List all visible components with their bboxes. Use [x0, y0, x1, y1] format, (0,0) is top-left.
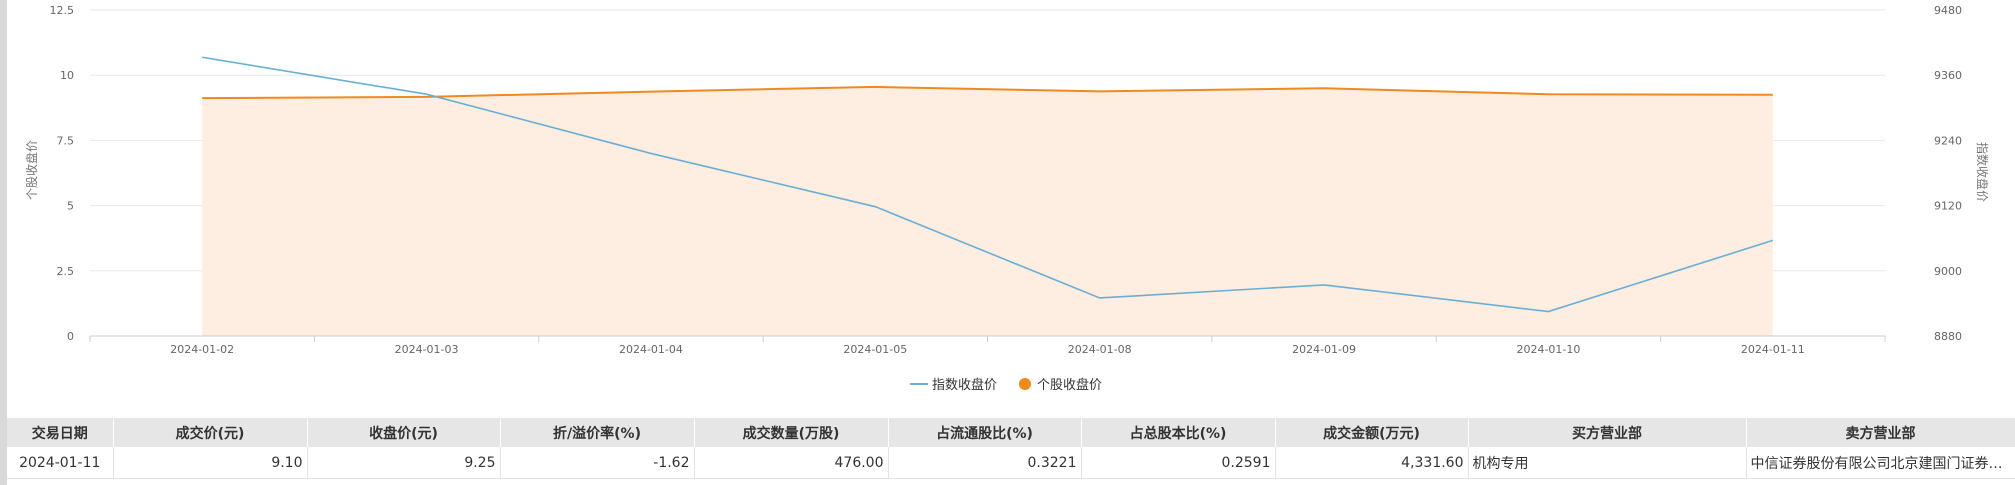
legend: 指数收盘价 个股收盘价 — [910, 377, 1102, 393]
tick-labels: 0 2.5 5 7.5 10 12.5 8880 9000 9120 9240 9360 9480 20… — [50, 4, 1963, 356]
cell-buyer: 机构专用 — [1468, 447, 1747, 479]
header-volume: 成交数量(万股) — [694, 418, 889, 447]
stock-area-series — [202, 86, 1773, 336]
cell-premium-rate: -1.62 — [500, 447, 695, 479]
header-deal-price: 成交价(元) — [113, 418, 308, 447]
page-left-edge — [0, 0, 7, 485]
legend-stock-label: 个股收盘价 — [1037, 377, 1102, 393]
y-left-tick-label: 12.5 — [50, 4, 75, 17]
legend-item-index[interactable]: 指数收盘价 — [910, 377, 997, 393]
x-tick-label: 2024-01-02 — [170, 343, 234, 356]
header-seller: 卖方营业部 — [1746, 418, 2015, 447]
cell-amount: 4,331.60 — [1275, 447, 1469, 479]
legend-item-stock[interactable]: 个股收盘价 — [1019, 377, 1102, 393]
cell-trade-date: 2024-01-11 — [7, 447, 114, 479]
x-tick-label: 2024-01-11 — [1741, 343, 1805, 356]
header-trade-date: 交易日期 — [7, 418, 114, 447]
cell-total-ratio: 0.2591 — [1081, 447, 1276, 479]
x-tick-label: 2024-01-05 — [843, 343, 907, 356]
y-left-tick-label: 2.5 — [57, 265, 75, 278]
axes — [89, 335, 1886, 342]
table-row: 2024-01-11 9.10 9.25 -1.62 476.00 0.3221… — [7, 447, 2015, 479]
x-tick-label: 2024-01-04 — [619, 343, 683, 356]
header-buyer: 买方营业部 — [1468, 418, 1747, 447]
header-close-price: 收盘价(元) — [307, 418, 501, 447]
legend-index-label: 指数收盘价 — [932, 377, 997, 393]
cell-close-price: 9.25 — [307, 447, 501, 479]
index-close-line — [202, 56, 1774, 313]
cell-deal-price: 9.10 — [113, 447, 308, 479]
y-right-tick-label: 9360 — [1934, 69, 1962, 82]
y-right-tick-label: 9240 — [1934, 134, 1962, 147]
y-left-tick-label: 0 — [67, 330, 74, 343]
header-float-ratio: 占流通股比(%) — [888, 418, 1082, 447]
y-left-tick-label: 5 — [67, 200, 74, 213]
y-left-axis-title: 个股收盘价 — [24, 140, 39, 200]
legend-stock-dot-icon — [1019, 378, 1031, 390]
header-premium-rate: 折/溢价率(%) — [500, 418, 695, 447]
line-series — [202, 56, 1774, 313]
price-chart: 0 2.5 5 7.5 10 12.5 8880 9000 9120 9240 9360 9480 20… — [24, 4, 1990, 393]
y-left-tick-label: 7.5 — [57, 134, 75, 147]
y-left-tick-label: 10 — [60, 69, 74, 82]
header-amount: 成交金额(万元) — [1275, 418, 1469, 447]
y-right-tick-label: 9120 — [1934, 200, 1962, 213]
y-right-axis-title: 指数收盘价 — [1975, 142, 1990, 202]
stock-close-line — [202, 85, 1773, 100]
y-right-tick-label: 9000 — [1934, 265, 1962, 278]
table-header-row: 交易日期 成交价(元) 收盘价(元) 折/溢价率(%) 成交数量(万股) 占流通… — [7, 418, 2015, 447]
stock-area-fill — [202, 86, 1773, 336]
y-right-tick-label: 9480 — [1934, 4, 1962, 17]
header-total-ratio: 占总股本比(%) — [1081, 418, 1276, 447]
x-tick-label: 2024-01-08 — [1068, 343, 1132, 356]
cell-seller: 中信证券股份有限公司北京建国门证券营业部 — [1746, 447, 2015, 479]
y-right-tick-label: 8880 — [1934, 330, 1962, 343]
cell-float-ratio: 0.3221 — [888, 447, 1082, 479]
x-tick-label: 2024-01-09 — [1292, 343, 1356, 356]
block-trade-table: 交易日期 成交价(元) 收盘价(元) 折/溢价率(%) 成交数量(万股) 占流通… — [7, 418, 2015, 479]
cell-volume: 476.00 — [694, 447, 889, 479]
x-tick-label: 2024-01-10 — [1516, 343, 1580, 356]
x-tick-label: 2024-01-03 — [395, 343, 459, 356]
